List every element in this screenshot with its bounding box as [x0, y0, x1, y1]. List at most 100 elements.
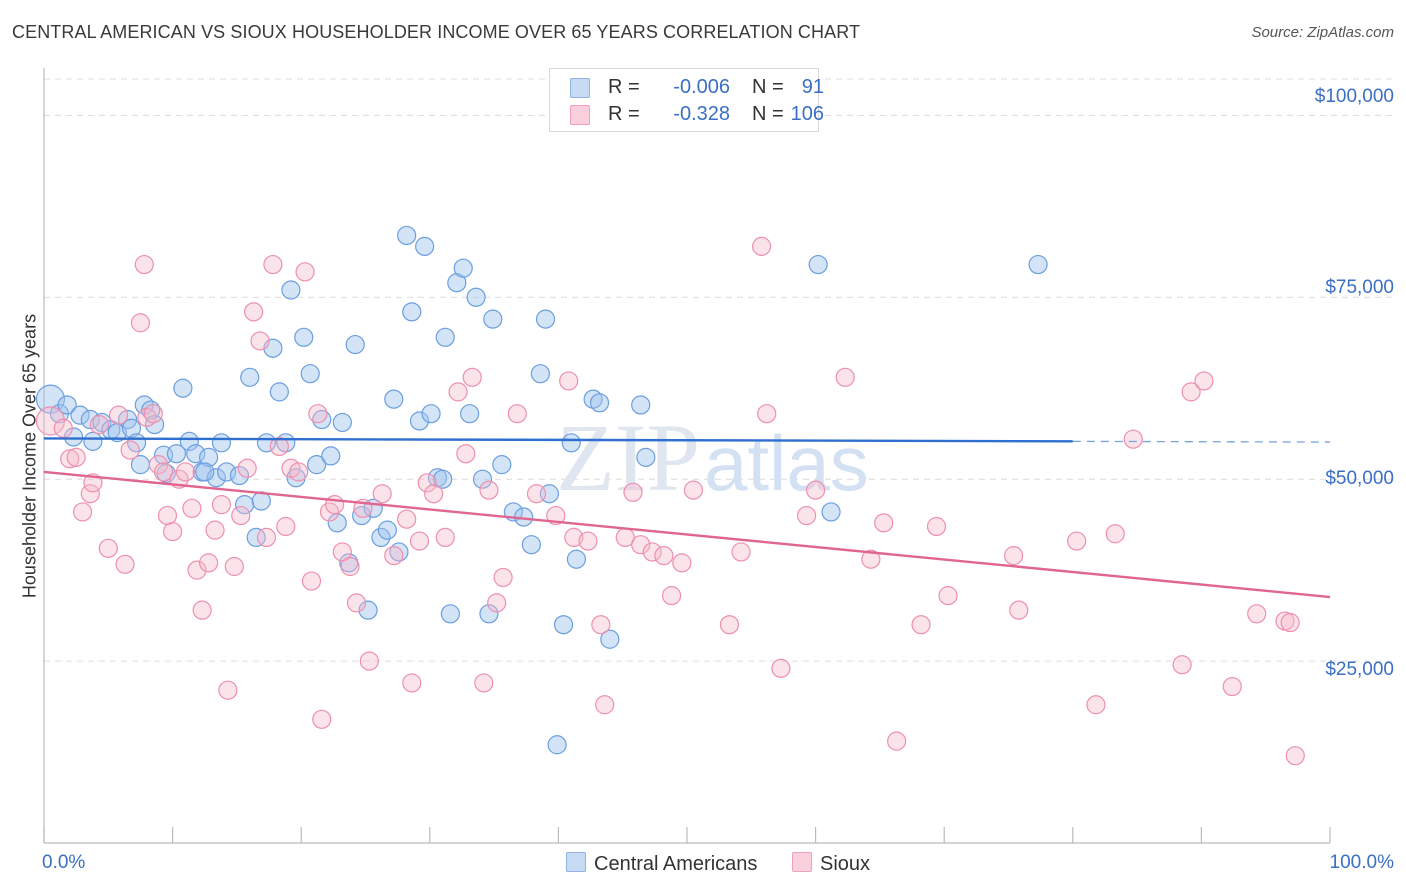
sioux-point — [72, 502, 93, 522]
legend-n-value: 91 — [801, 76, 824, 98]
y-axis-label: Householder Income Over 65 years — [19, 313, 40, 599]
central-american-point — [808, 254, 828, 275]
sioux-point — [1067, 531, 1087, 551]
central-american-point — [583, 389, 603, 409]
sioux-point — [926, 516, 947, 537]
x-tick-label: 0.0% — [42, 852, 86, 873]
central-american-point — [211, 433, 232, 453]
sioux-point — [295, 262, 315, 282]
sioux-point — [938, 586, 958, 606]
sioux-point — [53, 418, 73, 438]
central-american-point — [206, 468, 226, 488]
legend-label: Sioux — [820, 853, 871, 875]
sioux-point — [163, 521, 183, 542]
sioux-point — [642, 542, 662, 562]
central-american-point — [389, 542, 409, 562]
central-american-point — [521, 535, 541, 555]
sioux-point — [493, 567, 513, 588]
bottom-legend-central-americans: Central Americans — [566, 852, 757, 876]
central-american-point — [166, 444, 187, 464]
sioux-point — [115, 554, 135, 574]
sioux-point — [83, 473, 103, 493]
sioux-point — [595, 695, 615, 715]
central-american-point — [121, 418, 142, 438]
sioux-point — [224, 556, 244, 577]
central-american-point — [83, 431, 103, 451]
sioux-point — [456, 444, 476, 464]
y-tick-label: $25,000 — [1325, 659, 1394, 680]
central-american-point — [636, 447, 656, 467]
sioux-point — [1004, 545, 1024, 566]
central-american-point — [821, 502, 841, 522]
sioux-point — [60, 449, 80, 469]
sioux-point — [120, 440, 140, 460]
central-american-point — [460, 404, 480, 424]
sioux-point — [591, 615, 611, 635]
sioux-point — [1009, 600, 1029, 620]
sioux-point — [237, 458, 257, 478]
legend-r-label: R = — [608, 103, 640, 125]
sioux-point — [187, 560, 207, 580]
sioux-point — [137, 407, 157, 427]
central-american-point — [402, 302, 422, 322]
legend-n-label: N = — [752, 103, 784, 125]
sioux-point — [108, 405, 129, 425]
central-american-point — [589, 393, 610, 413]
sioux-point — [796, 505, 817, 526]
sioux-point — [417, 473, 437, 493]
sioux-point — [218, 680, 238, 700]
sioux-point — [1181, 382, 1201, 402]
sioux-point — [874, 513, 894, 533]
central-american-point — [397, 225, 417, 246]
central-american-point — [179, 431, 199, 451]
sioux-point — [182, 498, 202, 518]
central-american-point — [421, 404, 441, 424]
sioux-point — [231, 505, 251, 526]
central-american-point — [269, 382, 289, 402]
legend-r-value: -0.328 — [673, 103, 730, 125]
sioux-point — [134, 254, 154, 275]
central-american-point — [371, 527, 391, 548]
central-american-point — [352, 505, 372, 526]
sioux-point — [130, 313, 151, 333]
central-american-point — [307, 455, 327, 475]
central-american-point — [186, 444, 206, 464]
sioux-point — [397, 509, 417, 529]
sioux-point — [757, 404, 777, 424]
sioux-point — [424, 484, 444, 504]
sioux-point — [559, 371, 579, 391]
central-american-point — [492, 455, 512, 475]
legend-n-label: N = — [752, 76, 784, 98]
central-americans-trend-extension — [1072, 440, 1331, 443]
central-american-point — [553, 615, 574, 635]
sioux-point — [157, 505, 178, 526]
legend-swatch — [570, 78, 590, 98]
central-american-point — [547, 735, 567, 755]
sioux-point — [384, 545, 404, 566]
central-american-point — [294, 327, 314, 347]
central-american-point — [377, 520, 397, 540]
correlation-legend: R = -0.006 N = 91 R = -0.328 N = 106 — [549, 68, 824, 132]
central-american-point — [453, 258, 473, 278]
sioux-point — [654, 545, 674, 566]
sioux-point — [359, 651, 379, 671]
central-american-point — [321, 446, 341, 466]
legend-label: Central Americans — [594, 853, 758, 875]
sioux-point — [805, 480, 826, 500]
sioux-point — [661, 586, 682, 606]
sioux-point — [731, 542, 751, 562]
sioux-point — [340, 556, 360, 577]
central-american-point — [561, 433, 581, 453]
legend-r-label: R = — [608, 76, 640, 98]
watermark-atlas: atlas — [704, 419, 869, 507]
x-tick-label: 100.0% — [1329, 852, 1394, 873]
sioux-point — [1280, 612, 1300, 633]
central-american-point — [246, 527, 266, 548]
sioux-point — [205, 520, 225, 540]
sioux-point — [526, 484, 547, 504]
sioux-point — [719, 615, 740, 635]
sioux-point — [346, 593, 367, 613]
sioux-point — [269, 436, 289, 457]
sioux-point — [276, 516, 296, 537]
central-american-point — [57, 395, 77, 415]
